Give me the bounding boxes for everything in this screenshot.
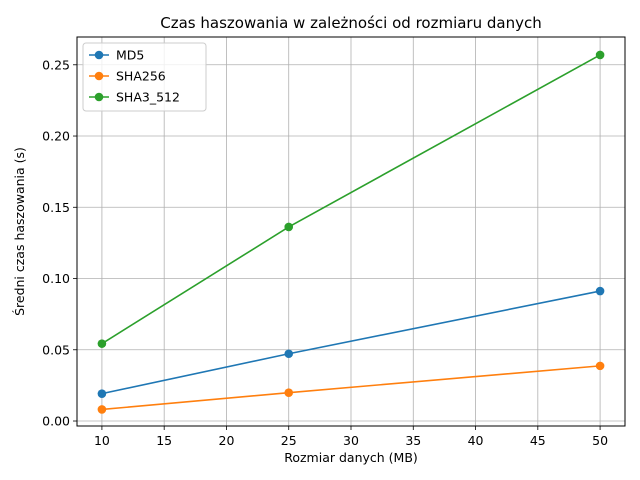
series-md5 — [97, 286, 605, 398]
data-point — [97, 389, 107, 398]
y-axis-label: Średni czas haszowania (s) — [12, 147, 27, 316]
y-tick-label: 0.15 — [42, 200, 70, 215]
series-layer — [97, 50, 605, 414]
y-axis: 0.00 0.05 0.10 0.15 0.20 0.25 — [42, 57, 77, 429]
legend-label: SHA3_512 — [116, 90, 180, 105]
x-tick-label: 20 — [219, 433, 235, 448]
x-axis: 10 15 20 25 30 35 40 45 50 — [94, 426, 608, 448]
data-point — [284, 349, 294, 359]
series-sha256 — [97, 361, 605, 414]
data-point — [284, 222, 294, 232]
x-axis-label: Rozmiar danych (MB) — [284, 450, 418, 465]
x-tick-label: 10 — [94, 433, 110, 448]
legend-marker — [94, 92, 104, 102]
legend: MD5 SHA256 SHA3_512 — [82, 42, 207, 112]
x-tick-label: 35 — [405, 433, 421, 448]
y-tick-label: 0.20 — [42, 129, 70, 144]
x-tick-label: 25 — [281, 433, 297, 448]
x-tick-label: 45 — [530, 433, 546, 448]
legend-marker — [94, 50, 104, 60]
legend-item: SHA256 — [89, 69, 166, 84]
legend-item: SHA3_512 — [89, 90, 180, 105]
chart-title: Czas haszowania w zależności od rozmiaru… — [160, 14, 541, 32]
x-tick-label: 15 — [156, 433, 172, 448]
y-tick-label: 0.10 — [42, 271, 70, 286]
legend-item: MD5 — [89, 48, 144, 63]
data-point — [595, 361, 605, 371]
legend-marker — [94, 71, 104, 81]
legend-label: MD5 — [116, 48, 144, 63]
y-tick-label: 0.05 — [42, 342, 70, 357]
data-point — [284, 388, 294, 397]
data-point — [97, 405, 107, 414]
legend-label: SHA256 — [116, 69, 166, 84]
grid — [77, 37, 625, 426]
y-tick-label: 0.00 — [42, 414, 70, 429]
x-tick-label: 30 — [343, 433, 359, 448]
data-point — [595, 50, 605, 60]
y-tick-label: 0.25 — [42, 57, 70, 72]
legend-box — [82, 42, 207, 112]
data-point — [97, 339, 107, 348]
x-tick-label: 50 — [592, 433, 608, 448]
x-tick-label: 40 — [468, 433, 484, 448]
data-point — [595, 286, 605, 296]
series-sha3_512 — [97, 50, 605, 348]
